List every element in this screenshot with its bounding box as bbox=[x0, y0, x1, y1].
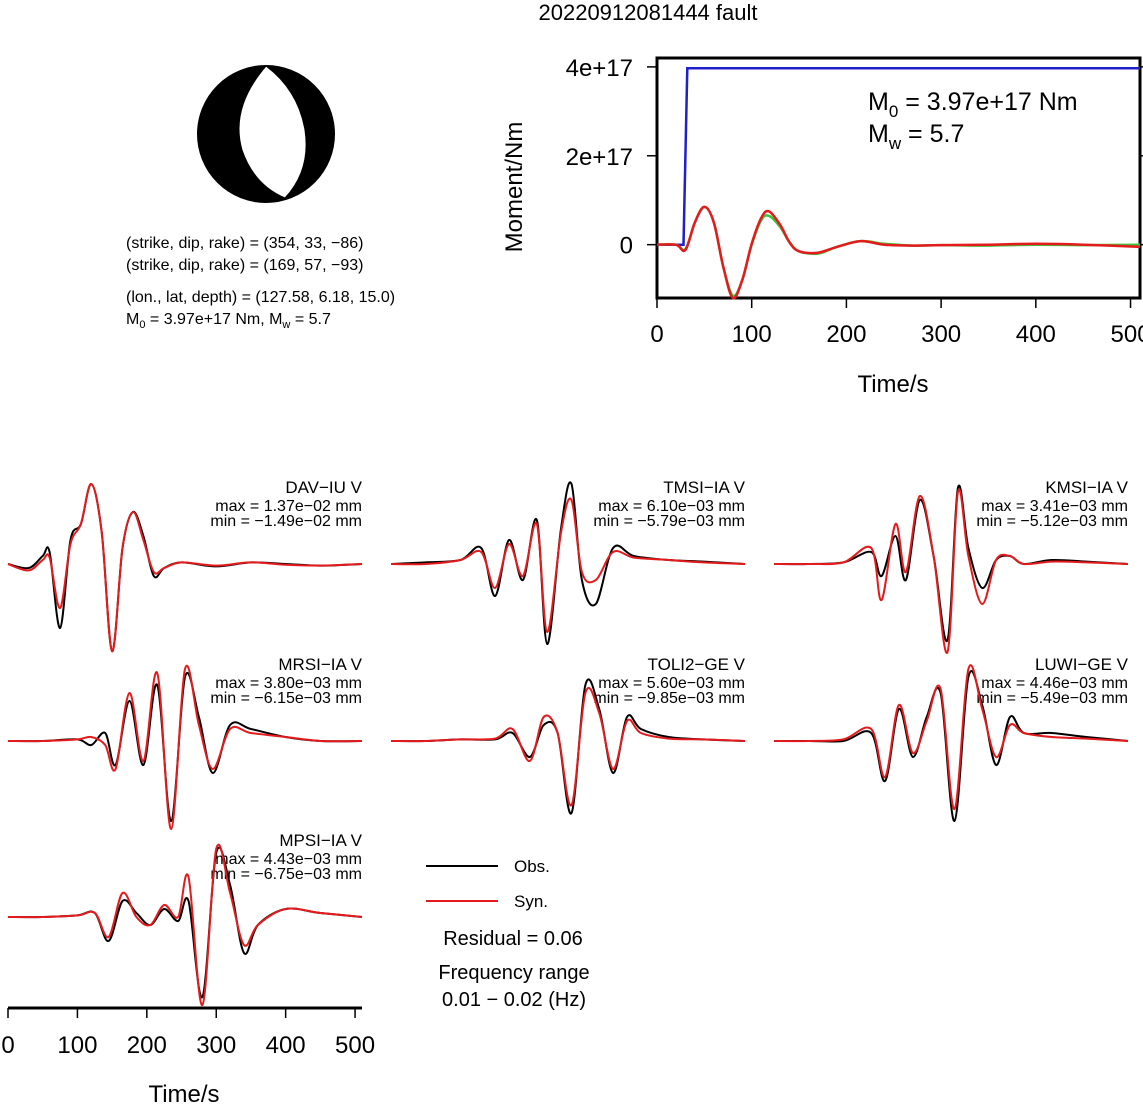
waveform-xtick-label: 400 bbox=[266, 1032, 306, 1059]
beachball bbox=[197, 65, 335, 203]
waveform-xtick-label: 200 bbox=[127, 1032, 167, 1059]
station-min: min = −9.85e−03 mm bbox=[593, 690, 745, 707]
focal-plane-1: (strike, dip, rake) = (354, 33, −86) bbox=[126, 235, 363, 252]
station-max: max = 3.41e−03 mm bbox=[981, 498, 1128, 515]
waveform-xtick-label: 100 bbox=[57, 1032, 97, 1059]
station-min: min = −6.15e−03 mm bbox=[210, 690, 362, 707]
station-min: min = −5.12e−03 mm bbox=[976, 513, 1128, 530]
stf-mw-label: Mw = 5.7 bbox=[868, 120, 964, 153]
station-max: max = 3.80e−03 mm bbox=[215, 675, 362, 692]
stf-m0-label: M0 = 3.97e+17 Nm bbox=[868, 88, 1078, 121]
station-label: DAV−IU V bbox=[285, 478, 362, 497]
station-label: MRSI−IA V bbox=[278, 655, 362, 674]
moment-magnitude-line: M0 = 3.97e+17 Nm, Mw = 5.7 bbox=[126, 311, 331, 331]
stf-xtick-label: 100 bbox=[732, 321, 772, 348]
waveform-xlabel: Time/s bbox=[148, 1081, 219, 1104]
stf-ytick-label: 0 bbox=[620, 233, 633, 260]
station-label: TOLI2−GE V bbox=[648, 655, 746, 674]
stf-frame bbox=[655, 56, 1142, 300]
station-label: MPSI−IA V bbox=[279, 831, 362, 850]
station-max: max = 6.10e−03 mm bbox=[598, 498, 745, 515]
stf-green-line bbox=[656, 205, 1141, 298]
source-time-function-plot: 0 2e+17 4e+17 0 100 200 300 400 500 bbox=[566, 55, 1143, 348]
station-min: min = −6.75e−03 mm bbox=[210, 866, 362, 883]
station-label: TMSI−IA V bbox=[663, 478, 745, 497]
station-max: max = 1.37e−02 mm bbox=[215, 498, 362, 515]
stf-xlabel: Time/s bbox=[857, 371, 928, 398]
stf-ytick-label: 4e+17 bbox=[566, 55, 633, 82]
synthetic-trace bbox=[390, 497, 746, 634]
residual-text: Residual = 0.06 bbox=[443, 928, 583, 950]
legend-obs-label: Obs. bbox=[514, 857, 550, 876]
station-max: max = 4.43e−03 mm bbox=[215, 851, 362, 868]
frequency-range-value: 0.01 − 0.02 (Hz) bbox=[442, 989, 586, 1011]
synthetic-trace bbox=[773, 488, 1129, 654]
station-min: min = −1.49e−02 mm bbox=[210, 513, 362, 530]
stf-ytick-label: 2e+17 bbox=[566, 144, 633, 171]
waveform-xtick-label: 0 bbox=[1, 1032, 14, 1059]
station-max: max = 4.46e−03 mm bbox=[981, 675, 1128, 692]
station-label: LUWI−GE V bbox=[1035, 655, 1129, 674]
synthetic-trace bbox=[7, 482, 363, 653]
stf-xtick-label: 200 bbox=[826, 321, 866, 348]
stf-xtick-label: 500 bbox=[1111, 321, 1143, 348]
waveform-time-axis: 0 100 200 300 400 500 bbox=[1, 1006, 375, 1059]
stf-red-line bbox=[656, 205, 1141, 300]
station-label: KMSI−IA V bbox=[1045, 478, 1128, 497]
stf-xtick-label: 300 bbox=[921, 321, 961, 348]
stf-xtick-label: 400 bbox=[1016, 321, 1056, 348]
station-min: min = −5.49e−03 mm bbox=[976, 690, 1128, 707]
legend-syn-label: Syn. bbox=[514, 892, 548, 911]
synthetic-trace bbox=[7, 843, 363, 1007]
stf-ylabel: Moment/Nm bbox=[501, 122, 528, 253]
legend: Obs. Syn. Residual = 0.06 Frequency rang… bbox=[426, 857, 590, 1011]
synthetic-trace bbox=[390, 686, 746, 807]
waveform-xtick-label: 500 bbox=[335, 1032, 375, 1059]
stf-xtick-label: 0 bbox=[650, 321, 663, 348]
synthetic-trace bbox=[773, 664, 1129, 811]
hypocenter-location: (lon., lat, depth) = (127.58, 6.18, 15.0… bbox=[126, 289, 395, 306]
station-min: min = −5.79e−03 mm bbox=[593, 513, 745, 530]
waveform-xtick-label: 300 bbox=[196, 1032, 236, 1059]
observed-trace bbox=[390, 481, 746, 646]
figure-title: 20220912081444 fault bbox=[539, 0, 758, 25]
focal-plane-2: (strike, dip, rake) = (169, 57, −93) bbox=[126, 257, 363, 274]
synthetic-trace bbox=[7, 664, 363, 831]
station-max: max = 5.60e−03 mm bbox=[598, 675, 745, 692]
frequency-range-title: Frequency range bbox=[438, 962, 589, 984]
